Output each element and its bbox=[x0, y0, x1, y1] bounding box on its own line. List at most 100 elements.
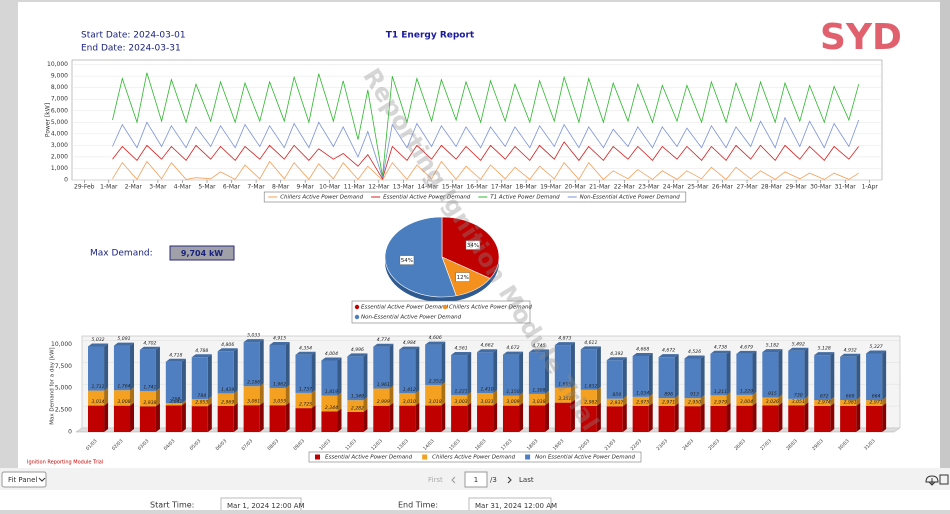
download-icon[interactable] bbox=[925, 475, 939, 486]
bar-side bbox=[181, 402, 186, 432]
bar-value-label: 2,999 bbox=[377, 399, 390, 405]
bar-value-label: 1,819 bbox=[325, 389, 338, 395]
bar-segment bbox=[788, 350, 805, 399]
x-tick-label: 7-Mar bbox=[247, 184, 265, 191]
bar-value-label: 4,806 bbox=[221, 342, 234, 348]
popout-icon[interactable] bbox=[939, 474, 949, 485]
first-page[interactable]: First bbox=[428, 476, 443, 484]
bar-top bbox=[165, 358, 186, 362]
bar-side bbox=[570, 399, 575, 432]
x-tick-label: 10-Mar bbox=[319, 184, 341, 191]
bar-segment bbox=[736, 394, 753, 406]
bar-value-label: 2,725 bbox=[299, 402, 312, 408]
end-time-label: End Time: bbox=[398, 501, 438, 510]
bar-side bbox=[700, 403, 705, 432]
next-page[interactable] bbox=[507, 476, 512, 484]
bar-value-label: 1,764 bbox=[117, 384, 130, 390]
bar-side bbox=[519, 351, 524, 396]
bar-value-label: 3,031 bbox=[480, 399, 493, 405]
bar-value-label: 2,938 bbox=[143, 400, 156, 406]
bar-segment bbox=[788, 405, 805, 432]
max-demand-box bbox=[169, 245, 235, 261]
bar-segment bbox=[502, 405, 520, 432]
bar-segment bbox=[580, 405, 597, 432]
bar-side bbox=[856, 402, 861, 432]
pie-label-box bbox=[399, 255, 415, 265]
bar-segment bbox=[295, 408, 312, 432]
bar-top bbox=[528, 349, 549, 353]
legend-label: T1 Active Power Demand bbox=[490, 195, 560, 201]
bar-segment bbox=[762, 397, 779, 406]
bar-segment bbox=[814, 400, 831, 406]
prev-page[interactable] bbox=[451, 476, 456, 484]
bar-side bbox=[467, 391, 472, 406]
bar-value-label: 1,741 bbox=[143, 385, 156, 391]
bar-side bbox=[155, 388, 160, 407]
y-tick-label: 2,000 bbox=[51, 153, 68, 160]
bar-value-label: 3,055 bbox=[273, 399, 286, 405]
bar-value-label: 3,051 bbox=[792, 399, 805, 405]
bar-value-label: 5,091 bbox=[117, 336, 130, 342]
bar-top bbox=[347, 353, 368, 357]
bar-value-label: 2,352 bbox=[429, 378, 442, 384]
bar-segment bbox=[606, 398, 623, 407]
bar-top bbox=[866, 350, 887, 354]
bar-value-label: 1,711 bbox=[91, 384, 104, 390]
x-tick-label: 9-Mar bbox=[297, 184, 315, 191]
bar-segment bbox=[295, 354, 312, 393]
bar-segment bbox=[762, 405, 779, 432]
bar-value-label: 5,492 bbox=[792, 341, 805, 347]
y-tick-label: 5,000 bbox=[51, 119, 68, 126]
bar-side bbox=[259, 383, 264, 406]
bar-value-label: 2,950 bbox=[688, 400, 701, 406]
zoom-select[interactable] bbox=[1, 471, 47, 488]
bar-value-label: 2,971 bbox=[662, 399, 675, 405]
y-tick-label: 0 bbox=[68, 429, 72, 436]
x-tick-label: 26-Mar bbox=[712, 184, 734, 191]
bar-value-label: 4,873 bbox=[558, 336, 571, 342]
bar-side bbox=[311, 389, 316, 409]
end-date: End Date: 2024-03-31 bbox=[81, 44, 181, 54]
bar-side bbox=[181, 358, 186, 404]
bar-segment bbox=[88, 346, 105, 391]
page-input[interactable] bbox=[464, 471, 488, 488]
bar-value-label: 1,221 bbox=[455, 388, 468, 394]
bar-value-label: 4,004 bbox=[325, 351, 338, 357]
x-tick-label: 3-Mar bbox=[149, 184, 167, 191]
bar-segment bbox=[139, 349, 156, 392]
bar-side bbox=[389, 385, 394, 406]
bar-segment bbox=[502, 395, 520, 406]
bar-segment bbox=[710, 353, 727, 396]
series-line bbox=[112, 116, 860, 178]
bar-side bbox=[130, 402, 135, 432]
bar-value-label: 1,737 bbox=[299, 386, 312, 392]
last-page[interactable]: Last bbox=[519, 476, 534, 484]
bar-segment bbox=[866, 400, 883, 406]
max-demand-label: Max Demand: bbox=[90, 249, 153, 259]
bar-value-label: 4,672 bbox=[662, 348, 675, 354]
bar-top bbox=[113, 342, 135, 346]
bar-value-label: 3,026 bbox=[766, 399, 779, 405]
scrollbar[interactable] bbox=[940, 0, 950, 468]
bar-side bbox=[674, 395, 679, 406]
bar-value-label: 3,008 bbox=[117, 399, 130, 405]
bar-segment bbox=[632, 396, 649, 406]
bar-side bbox=[882, 397, 887, 406]
x-tick-label: 30-Mar bbox=[810, 184, 832, 191]
bar-value-label: 4,915 bbox=[273, 335, 286, 341]
bar-segment bbox=[477, 393, 494, 406]
bar-side bbox=[415, 402, 420, 432]
bar-value-label: 2,971 bbox=[870, 399, 883, 405]
bar-top bbox=[580, 346, 601, 350]
x-tick-label: 11-Mar bbox=[344, 184, 366, 191]
series-line bbox=[112, 160, 859, 181]
bar-top bbox=[762, 349, 783, 353]
bar-segment bbox=[399, 349, 416, 394]
bar-side bbox=[752, 391, 757, 406]
bar-side bbox=[467, 402, 472, 432]
trial-note: Ignition Reporting Module Trial bbox=[27, 460, 103, 466]
bar-side bbox=[726, 402, 731, 432]
bar-value-label: 3,041 bbox=[169, 399, 182, 405]
bar-value-label: 2,969 bbox=[221, 399, 234, 405]
bar-segment bbox=[762, 352, 779, 398]
